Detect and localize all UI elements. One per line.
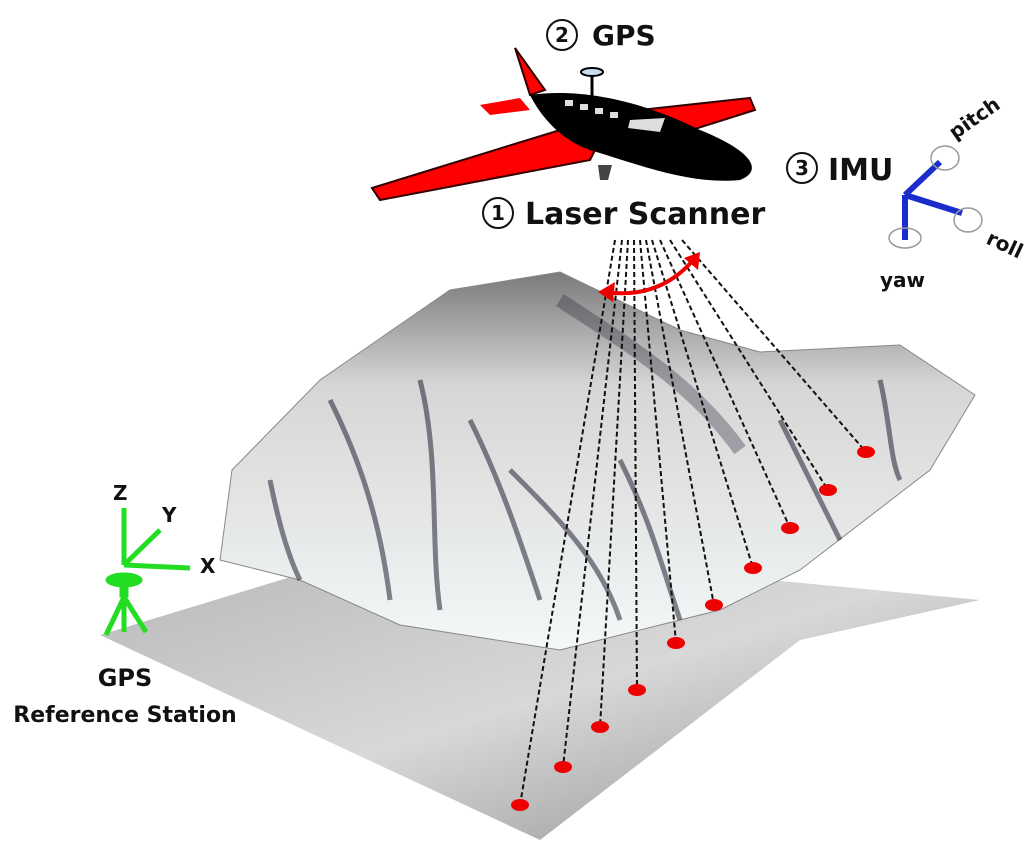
scan-arc (604, 256, 697, 296)
imu-axis-label: yaw (880, 268, 925, 292)
component-number: 1 (491, 201, 505, 225)
component-number: 2 (555, 23, 569, 47)
laser-points (511, 446, 875, 811)
component-label: GPS (592, 19, 656, 52)
airplane (370, 47, 757, 202)
reference-axis-label: X (200, 554, 216, 578)
reference-axes (121, 508, 191, 571)
scan-arrow-right (684, 252, 700, 270)
imu-axis-label: pitch (944, 92, 1004, 144)
reference-axis-label: Z (113, 481, 128, 505)
number-circle (786, 152, 818, 184)
component-number: 3 (795, 156, 809, 180)
scan-arrow-left (598, 282, 615, 302)
laser-beams (519, 239, 867, 806)
mountain-shading (267, 294, 903, 621)
gps-tripod (103, 572, 149, 637)
ground-plane (100, 560, 980, 840)
component-label: IMU (828, 153, 893, 188)
mountain (219, 271, 976, 651)
station-label: GPS (98, 664, 153, 692)
reference-axis-label: Y (161, 503, 177, 527)
imu-axes (902, 159, 963, 240)
number-circle (482, 197, 514, 229)
component-label: Laser Scanner (525, 197, 765, 232)
imu-axis-label: roll (983, 226, 1027, 264)
station-label: Reference Station (13, 703, 236, 728)
imu-rings (888, 145, 983, 249)
number-circle (546, 19, 578, 51)
